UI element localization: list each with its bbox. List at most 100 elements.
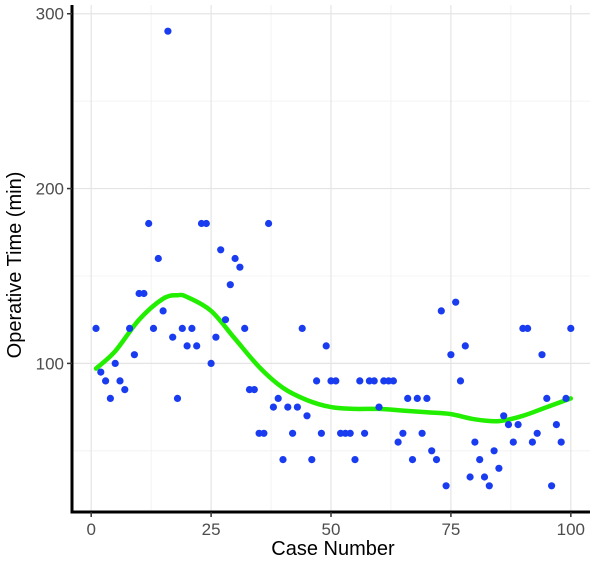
data-point [428,447,436,455]
data-point [408,456,417,464]
data-point [466,473,474,481]
data-point [202,219,210,228]
data-point [231,254,239,263]
data-point [485,482,493,490]
data-point [552,421,561,429]
data-point [92,324,100,332]
data-point [303,412,311,420]
y-tick-label: 200 [36,180,64,199]
data-point [250,386,258,394]
data-point [442,482,450,490]
data-point [500,412,508,420]
data-point [241,324,249,332]
data-point [423,394,431,402]
data-point [308,456,316,464]
data-point [524,324,532,332]
data-point [351,456,359,464]
data-point [130,351,138,359]
x-tick-label: 75 [441,520,460,539]
data-point [207,359,215,367]
data-point [332,377,340,385]
data-point [490,447,498,455]
data-point [279,456,287,464]
data-point [149,324,158,332]
data-point [471,438,479,446]
data-point [543,394,551,402]
data-point [116,377,124,385]
data-point [404,394,412,402]
y-tick-label: 100 [36,354,64,373]
data-point [548,482,556,490]
data-point [356,377,364,385]
data-point [293,403,301,411]
data-point [562,394,570,402]
data-point [145,219,153,228]
data-point [154,254,162,263]
data-point [169,333,177,341]
data-point [265,219,273,228]
data-point [260,429,268,437]
data-point [538,351,546,359]
data-point [226,281,234,289]
data-point [269,403,277,411]
data-point [399,429,407,437]
trend-line [93,292,574,424]
data-point [514,421,522,429]
data-point [121,386,129,394]
x-tick-label: 50 [322,520,341,539]
data-point [461,342,469,350]
data-point [533,429,541,437]
data-point [183,342,191,350]
x-axis-title: Case Number [271,538,395,560]
data-point [313,377,321,385]
data-point [106,394,114,402]
data-point [284,403,292,411]
data-point [193,342,201,350]
data-point [476,456,484,464]
data-point [102,377,110,385]
data-point [289,429,297,437]
data-point [188,324,196,332]
grid-lines [72,5,590,512]
data-point [126,324,134,332]
data-point [452,298,460,306]
axes [70,5,590,514]
data-point [432,456,441,464]
data-point [298,324,306,332]
data-point [236,263,244,271]
data-point [317,429,325,437]
data-point [111,359,119,367]
data-point [389,377,397,385]
data-point [212,333,220,341]
x-tick-label: 0 [86,520,95,539]
data-point [480,473,489,481]
data-point [97,368,105,376]
tick-labels: 0 25 50 75 100 100 200 300 [36,5,585,539]
data-point [447,351,455,359]
data-point [178,324,186,332]
data-point [221,316,230,324]
data-point [504,421,513,429]
data-point [375,403,383,411]
y-axis-title: Operative Time (min) [4,172,26,359]
data-point [361,429,369,437]
data-point [346,429,354,437]
data-point [140,289,148,298]
data-point [456,377,465,385]
data-point [413,394,421,402]
data-point [159,307,167,315]
data-point [567,324,575,332]
data-point [370,377,378,385]
data-point [322,342,330,350]
y-tick-label: 300 [36,5,64,24]
data-point [274,394,282,402]
data-point [557,438,565,446]
x-tick-label: 25 [202,520,221,539]
data-points [92,27,575,490]
data-point [418,429,426,437]
data-point [528,438,537,446]
x-tick-label: 100 [557,520,585,539]
data-point [495,464,503,472]
data-point [164,27,172,35]
